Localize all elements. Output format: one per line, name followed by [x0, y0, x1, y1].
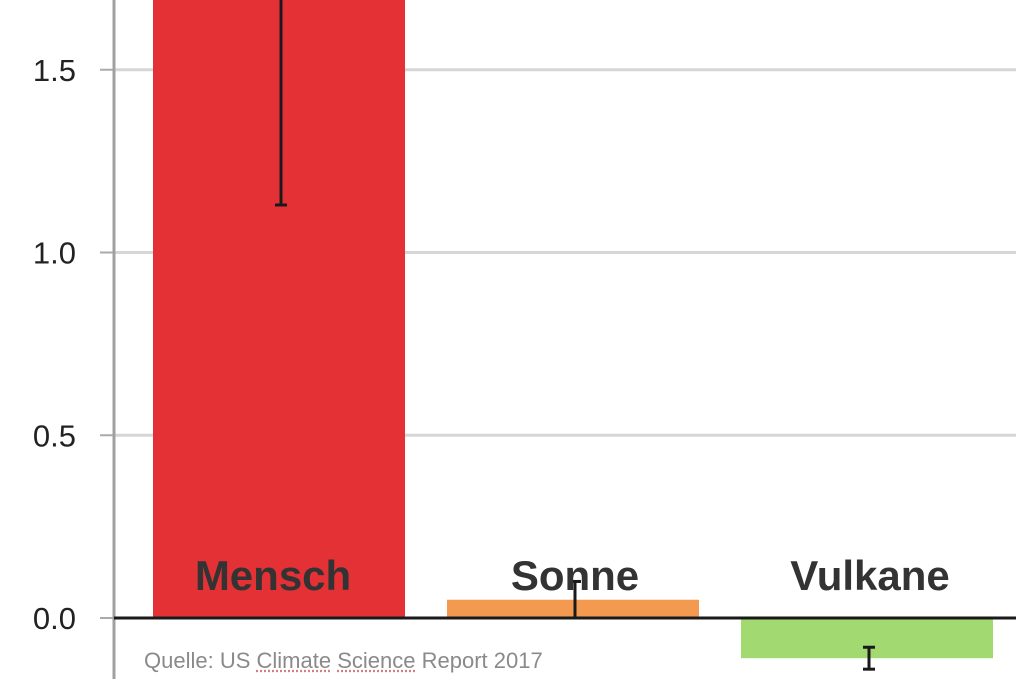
y-tick-label: 0.5 [33, 418, 76, 453]
category-label: Sonne [511, 552, 639, 599]
source-prefix: Quelle: US [144, 648, 257, 673]
y-tick-label: 1.5 [33, 53, 76, 88]
category-label: Vulkane [790, 552, 950, 599]
source-note: Quelle: US Climate Science Report 2017 [144, 648, 543, 674]
y-tick-label: 1.0 [33, 236, 76, 271]
y-tick-label: 0.0 [33, 601, 76, 636]
category-label: Mensch [195, 552, 351, 599]
source-suffix: Report 2017 [415, 648, 543, 673]
bar-vulkane [741, 618, 993, 659]
source-word-science: Science [337, 648, 416, 673]
bar-sonne [447, 599, 699, 618]
source-word-climate: Climate [256, 648, 332, 673]
bar-mensch [153, 0, 405, 618]
